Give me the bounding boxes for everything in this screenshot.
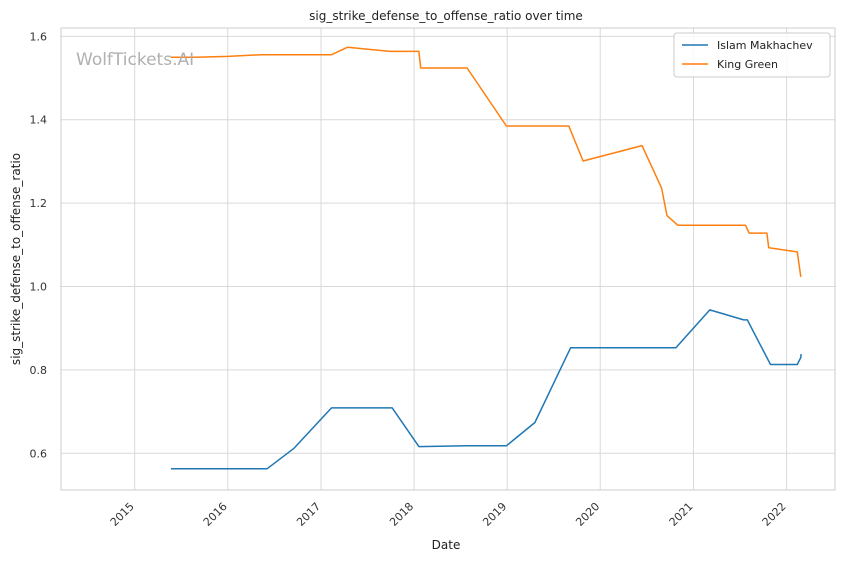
x-tick-label: 2019 xyxy=(480,500,509,529)
series-line-islam-makhachev xyxy=(170,309,802,470)
x-axis-label: Date xyxy=(432,538,461,552)
legend-label-islam-makhachev: Islam Makhachev xyxy=(717,39,813,52)
y-tick-label: 1.4 xyxy=(30,114,48,127)
x-tick-label: 2022 xyxy=(760,500,789,529)
x-tick-label: 2015 xyxy=(108,500,137,529)
series-lines xyxy=(170,46,802,470)
plot-area xyxy=(61,28,835,490)
y-tick-label: 1.0 xyxy=(30,281,48,294)
x-tick-label: 2020 xyxy=(573,500,602,529)
x-tick-label: 2017 xyxy=(294,500,323,529)
watermark: WolfTickets.AI xyxy=(76,50,194,70)
y-tick-label: 0.8 xyxy=(30,364,48,377)
legend-label-king-green: King Green xyxy=(717,58,778,71)
legend-box xyxy=(673,32,831,78)
plot-frame xyxy=(60,27,836,491)
y-tick-label: 0.6 xyxy=(30,447,48,460)
x-tick-label: 2018 xyxy=(387,500,416,529)
legend: Islam Makhachev King Green xyxy=(673,32,831,78)
y-axis-label: sig_strike_defense_to_offense_ratio xyxy=(9,153,23,365)
y-tick-label: 1.2 xyxy=(30,197,48,210)
chart-title: sig_strike_defense_to_offense_ratio over… xyxy=(309,9,583,23)
series-line-king-green xyxy=(170,46,802,278)
x-tick-label: 2016 xyxy=(201,500,230,529)
x-tick-label: 2021 xyxy=(667,500,696,529)
y-tick-label: 1.6 xyxy=(30,30,48,43)
